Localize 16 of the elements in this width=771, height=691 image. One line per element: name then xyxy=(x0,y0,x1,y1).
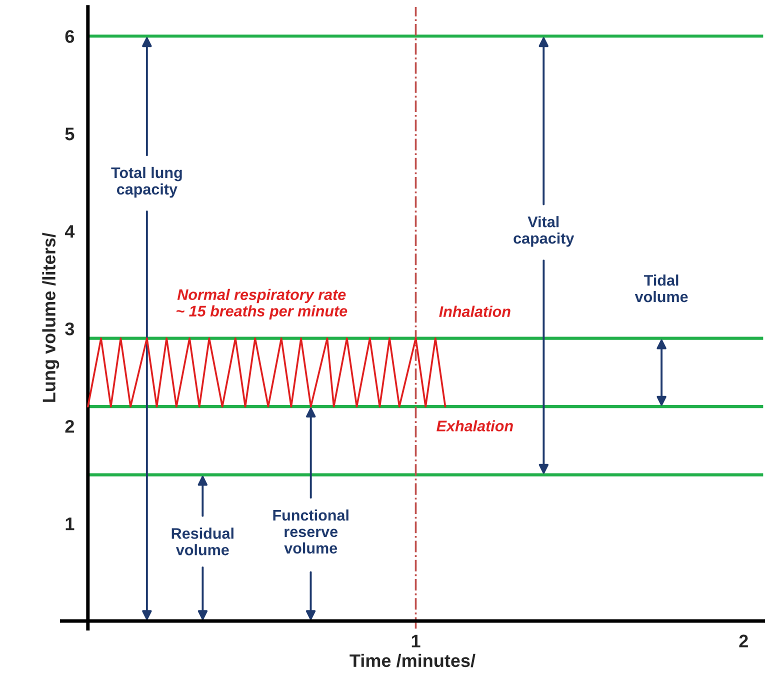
y-tick-label: 1 xyxy=(66,518,74,530)
annotation: Inhalation xyxy=(439,306,510,317)
y-tick-label: 5 xyxy=(65,128,74,140)
annotation: Functional reserve volume xyxy=(273,509,348,554)
annotation: Normal respiratory rate ~ 15 breaths per minute xyxy=(176,288,348,320)
annotation: Vital capacity xyxy=(514,216,574,247)
x-axis-title: Time /minutes/ xyxy=(350,654,476,668)
y-axis-title: Lung volume /liters/ xyxy=(42,232,60,402)
annotation: Residual volume xyxy=(172,528,234,556)
y-tick-label: 3 xyxy=(65,322,74,336)
y-tick-label: 2 xyxy=(65,420,74,433)
y-tick-label: 4 xyxy=(64,225,75,238)
annotation: Exhalation xyxy=(436,420,513,432)
annotation: Tidal volume xyxy=(634,274,688,302)
y-tick-label: 6 xyxy=(65,30,74,43)
annotation: Total lung capacity xyxy=(111,166,182,198)
